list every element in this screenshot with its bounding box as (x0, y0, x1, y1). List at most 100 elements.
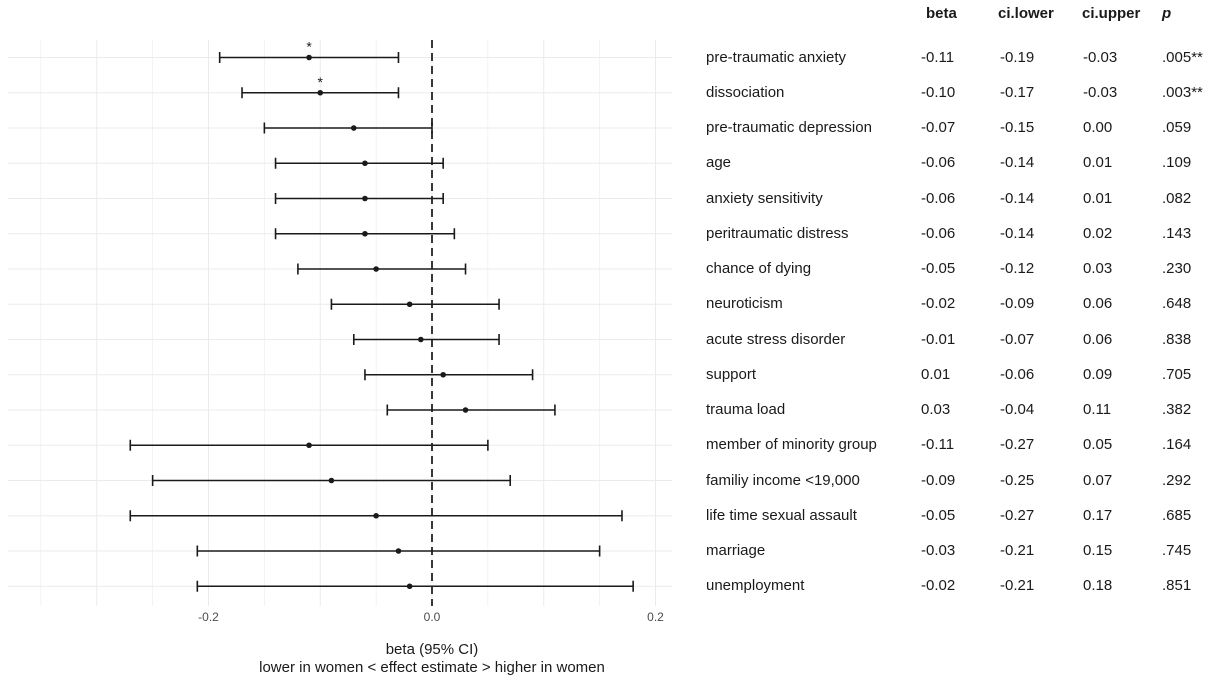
p-value: .745 (1162, 542, 1192, 559)
x-axis-title: beta (95% CI) (386, 641, 479, 658)
beta-value: -0.09 (921, 471, 956, 489)
ci-upper-value: 0.01 (1083, 189, 1113, 207)
x-tick-label: 0.2 (647, 610, 664, 624)
point-estimate (362, 230, 368, 237)
ci-upper-value: 0.02 (1083, 224, 1113, 242)
beta-value: -0.10 (921, 83, 956, 101)
point-estimate (418, 336, 424, 343)
p-value: .292 (1162, 471, 1192, 489)
ci-upper-value: 0.15 (1083, 542, 1113, 559)
point-estimate (462, 407, 469, 413)
ci-lower-value: -0.14 (1000, 189, 1035, 207)
point-estimate (395, 548, 402, 554)
p-value: .005** (1162, 48, 1203, 66)
ci-lower-value: -0.17 (1000, 83, 1035, 101)
point-estimate (306, 54, 312, 61)
beta-value: -0.06 (921, 189, 956, 207)
beta-value: -0.02 (921, 577, 956, 595)
p-value: .648 (1162, 295, 1192, 313)
p-value: .059 (1162, 119, 1192, 136)
ci-lower-value: -0.07 (1000, 330, 1035, 348)
row-label: neuroticism (706, 295, 783, 313)
row-label: familiy income <19,000 (706, 471, 860, 489)
ci-upper-value: 0.06 (1083, 330, 1113, 348)
beta-value: 0.01 (921, 365, 951, 383)
row-label: acute stress disorder (706, 330, 846, 348)
header-ci-lower: ci.lower (998, 5, 1054, 22)
row-label: trauma load (706, 401, 786, 418)
ci-upper-value: 0.06 (1083, 295, 1113, 313)
ci-lower-value: -0.19 (1000, 48, 1035, 66)
ci-upper-value: 0.11 (1083, 401, 1112, 418)
ci-lower-value: -0.06 (1000, 365, 1035, 383)
ci-upper-value: 0.03 (1083, 260, 1113, 277)
row-label: pre-traumatic anxiety (706, 48, 847, 66)
point-estimate (362, 160, 368, 167)
p-value: .164 (1162, 436, 1192, 454)
p-value: .230 (1162, 260, 1192, 277)
ci-upper-value: 0.01 (1083, 154, 1113, 172)
beta-value: -0.11 (921, 436, 955, 454)
row-label: peritraumatic distress (706, 224, 849, 242)
row-label: age (706, 154, 732, 172)
p-value: .003** (1162, 83, 1203, 101)
x-tick-label: -0.2 (198, 610, 219, 624)
point-estimate (306, 442, 312, 449)
estimates: ** (129, 39, 634, 592)
p-value: .109 (1162, 154, 1192, 172)
point-estimate (362, 195, 368, 202)
header-ci-upper: ci.upper (1082, 5, 1141, 22)
beta-value: -0.05 (921, 506, 956, 524)
ci-upper-value: 0.07 (1083, 471, 1113, 489)
ci-upper-value: 0.00 (1083, 119, 1113, 136)
beta-value: -0.07 (921, 119, 956, 136)
ci-upper-value: -0.03 (1083, 48, 1118, 66)
ci-upper-value: 0.17 (1083, 506, 1113, 524)
row-label: marriage (706, 542, 766, 559)
ci-lower-value: -0.14 (1000, 224, 1035, 242)
point-estimate (317, 89, 324, 96)
beta-value: -0.02 (921, 295, 956, 313)
beta-value: -0.05 (921, 260, 956, 277)
ci-upper-value: 0.09 (1083, 365, 1113, 383)
beta-value: -0.06 (921, 154, 956, 172)
ci-lower-value: -0.15 (1000, 119, 1035, 136)
beta-value: -0.11 (921, 48, 955, 66)
p-value: .382 (1162, 401, 1192, 418)
ci-lower-value: -0.21 (1000, 542, 1035, 559)
point-estimate (373, 512, 379, 519)
ci-lower-value: -0.14 (1000, 154, 1035, 172)
row-label: anxiety sensitivity (706, 189, 823, 207)
beta-value: -0.06 (921, 224, 956, 242)
row-label: life time sexual assault (706, 506, 857, 524)
p-value: .851 (1162, 577, 1192, 595)
p-value: .838 (1162, 330, 1192, 348)
beta-value: 0.03 (921, 401, 951, 418)
ci-lower-value: -0.21 (1000, 577, 1035, 595)
point-estimate (406, 583, 413, 590)
point-estimate (328, 477, 335, 484)
ci-lower-value: -0.25 (1000, 471, 1035, 489)
ci-lower-value: -0.27 (1000, 436, 1035, 454)
ci-upper-value: 0.05 (1083, 436, 1113, 454)
p-value: .082 (1162, 189, 1192, 207)
ci-lower-value: -0.12 (1000, 260, 1035, 277)
beta-value: -0.03 (921, 542, 956, 559)
row-label: dissociation (706, 83, 785, 101)
row-label: support (706, 365, 757, 383)
row-label: pre-traumatic depression (706, 119, 872, 136)
significance-marker: * (318, 74, 324, 90)
ci-lower-value: -0.27 (1000, 506, 1035, 524)
header-beta: beta (926, 5, 957, 22)
ci-upper-value: 0.18 (1083, 577, 1113, 595)
x-tick-label: 0.0 (424, 610, 441, 624)
row-label: chance of dying (706, 260, 812, 277)
point-estimate (373, 266, 379, 272)
significance-marker: * (306, 39, 312, 55)
p-value: .685 (1162, 506, 1192, 524)
x-axis: -0.2 0.0 0.2 (198, 610, 664, 624)
ci-upper-value: -0.03 (1083, 83, 1118, 101)
x-axis-subtitle: lower in women < effect estimate > highe… (259, 659, 605, 676)
